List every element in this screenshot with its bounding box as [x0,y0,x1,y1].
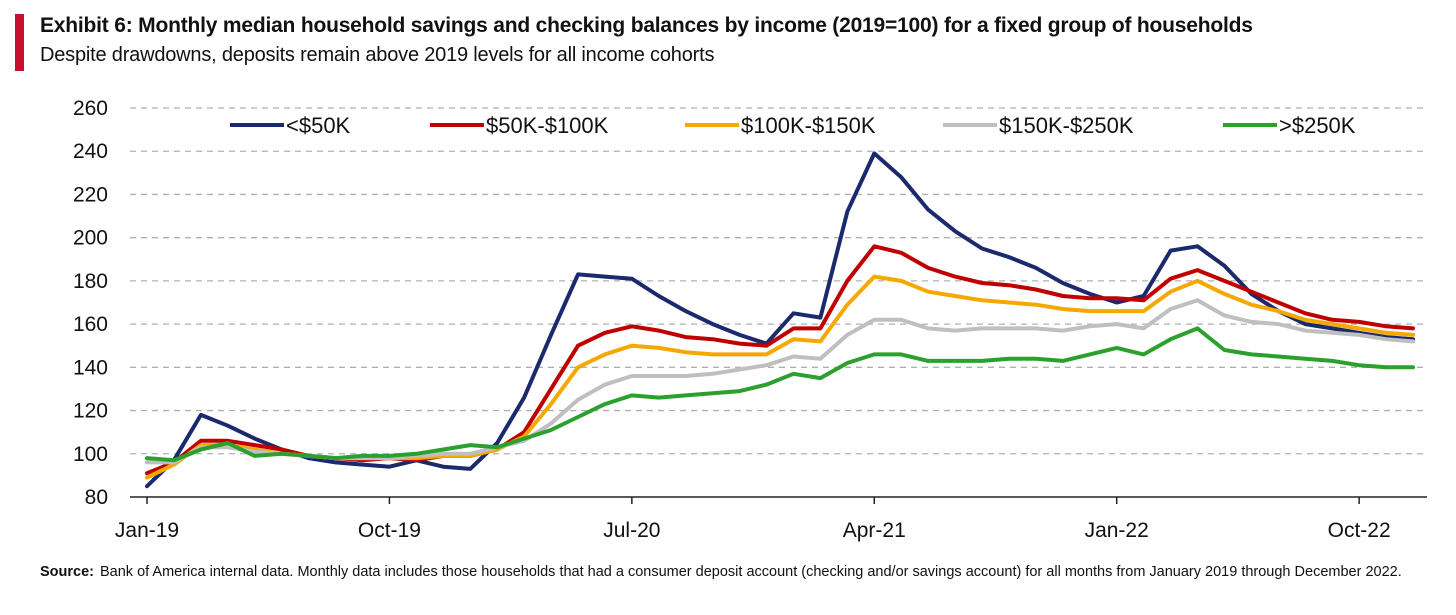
line-chart: 80 100 120 140 160 180 200 220 240 260 Jan-19 Oct-1… [73,97,1427,542]
x-tick-label: Jan-19 [115,519,179,542]
exhibit-title: Exhibit 6: Monthly median household savi… [40,14,1253,37]
source-footnote: Source: Bank of America internal data. Mo… [40,560,1420,584]
y-tick-label: 100 [73,443,108,466]
legend-label-2: $100K-$150K [741,113,876,138]
y-tick-label: 140 [73,356,108,379]
x-tick-label: Jan-22 [1085,519,1149,542]
y-tick-label: 200 [73,227,108,250]
y-tick-label: 80 [85,486,108,509]
series-line-4 [145,326,1415,463]
legend-label-4: >$250K [1279,113,1356,138]
y-tick-label: 180 [73,270,108,293]
legend-label-3: $150K-$250K [999,113,1134,138]
y-tick-label: 220 [73,183,108,206]
y-tick-label: 240 [73,140,108,163]
x-tick-label: Apr-21 [843,519,906,542]
x-tick-label: Jul-20 [603,519,660,542]
x-tick-label: Oct-19 [358,519,421,542]
legend-label-0: <$50K [286,113,351,138]
title-accent-bar [15,14,24,71]
y-tick-label: 120 [73,400,108,423]
series-line-0 [145,151,1415,489]
exhibit-subtitle: Despite drawdowns, deposits remain above… [40,44,715,66]
y-tick-label: 160 [73,313,108,336]
y-tick-label: 260 [73,97,108,120]
source-text: Bank of America internal data. Monthly d… [100,564,1402,580]
source-label: Source: [40,564,94,580]
legend-label-1: $50K-$100K [486,113,609,138]
x-tick-label: Oct-22 [1328,519,1391,542]
